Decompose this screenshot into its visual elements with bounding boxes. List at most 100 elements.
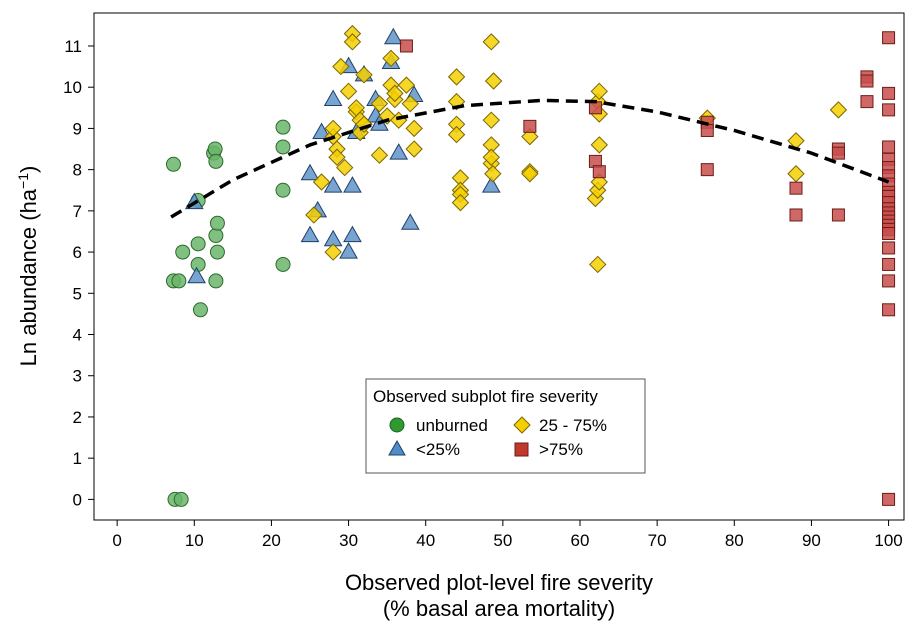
point-lt25 xyxy=(312,122,331,140)
point-25-75 xyxy=(382,49,400,68)
point-unburned xyxy=(207,141,223,157)
y-axis-title-main: Ln abundance (ha xyxy=(16,188,41,366)
y-axis-title-superscript: −1 xyxy=(15,173,31,189)
point-gt75 xyxy=(882,227,896,241)
point-gt75 xyxy=(700,123,714,137)
point-lt25 xyxy=(339,242,358,259)
point-gt75 xyxy=(882,492,896,506)
y-tick-label: 0 xyxy=(73,490,82,509)
point-25-75 xyxy=(355,66,373,84)
point-25-75 xyxy=(589,255,607,274)
point-25-75 xyxy=(482,148,500,166)
point-25-75 xyxy=(401,94,419,113)
point-lt25 xyxy=(323,176,343,193)
point-lt25 xyxy=(187,266,206,284)
point-25-75 xyxy=(451,193,470,212)
y-tick-label: 10 xyxy=(63,78,82,97)
point-25-75 xyxy=(829,101,848,119)
x-axis: 0 10 20 30 40 50 60 70 80 90 100 xyxy=(112,520,903,550)
point-gt75 xyxy=(882,86,896,100)
point-25-75 xyxy=(484,72,503,90)
y-axis-title-close: ) xyxy=(16,166,41,173)
point-gt75 xyxy=(789,181,803,195)
point-lt25 xyxy=(300,163,320,181)
point-gt75 xyxy=(592,165,606,179)
x-tick-label: 0 xyxy=(112,531,121,550)
point-unburned xyxy=(175,244,191,260)
point-unburned xyxy=(275,182,291,198)
x-axis-title-line1: Observed plot-level fire severity xyxy=(345,570,653,595)
point-25-75 xyxy=(370,94,389,113)
y-tick-label: 8 xyxy=(73,161,82,180)
point-25-75 xyxy=(397,76,416,94)
point-lt25 xyxy=(343,176,362,193)
point-unburned xyxy=(190,236,206,252)
y-tick-label: 2 xyxy=(73,408,82,427)
point-lt25 xyxy=(400,213,420,230)
legend-marker-25-75 xyxy=(513,416,531,434)
point-unburned xyxy=(208,228,224,244)
y-tick-label: 7 xyxy=(73,202,82,221)
point-25-75 xyxy=(521,165,539,183)
point-25-75 xyxy=(590,82,608,101)
point-25-75 xyxy=(590,136,608,154)
point-25-75 xyxy=(482,33,500,51)
legend-marker-lt25 xyxy=(388,439,406,456)
point-25-75 xyxy=(312,173,331,191)
point-gt75 xyxy=(831,208,845,222)
point-unburned xyxy=(275,256,291,272)
point-25-75 xyxy=(370,146,389,164)
legend-label-gt75: >75% xyxy=(539,440,583,459)
point-lt25 xyxy=(383,27,403,45)
point-lt25 xyxy=(323,89,343,107)
point-gt75 xyxy=(882,257,896,271)
point-unburned xyxy=(208,273,224,289)
point-gt75 xyxy=(882,241,896,255)
point-lt25 xyxy=(343,225,362,243)
point-25-75 xyxy=(484,165,502,183)
y-tick-label: 1 xyxy=(73,449,82,468)
point-25-75 xyxy=(405,140,423,158)
point-gt75 xyxy=(831,146,845,160)
x-tick-label: 60 xyxy=(571,531,590,550)
x-tick-label: 30 xyxy=(339,531,358,550)
point-unburned xyxy=(173,491,189,507)
legend-box xyxy=(365,378,646,474)
point-gt75 xyxy=(860,95,874,109)
y-tick-label: 5 xyxy=(73,284,82,303)
point-25-75 xyxy=(447,125,466,144)
point-unburned xyxy=(209,244,225,260)
y-axis: 0 1 2 3 4 5 6 7 8 9 10 11 xyxy=(63,37,94,509)
legend-marker-gt75 xyxy=(514,442,529,457)
point-gt75 xyxy=(882,103,896,117)
point-25-75 xyxy=(386,84,404,103)
point-25-75 xyxy=(343,33,362,51)
point-25-75 xyxy=(305,206,323,224)
y-tick-label: 9 xyxy=(73,119,82,138)
point-lt25 xyxy=(481,176,501,193)
legend-title: Observed subplot fire severity xyxy=(373,387,598,406)
point-gt75 xyxy=(588,101,602,115)
point-unburned xyxy=(171,273,187,289)
point-25-75 xyxy=(787,165,805,183)
point-unburned xyxy=(209,215,225,231)
point-25-75 xyxy=(328,148,346,166)
point-25-75 xyxy=(482,111,500,129)
legend-label-lt25: <25% xyxy=(416,440,460,459)
point-lt25 xyxy=(300,225,320,243)
legend-marker-unburned xyxy=(389,417,405,433)
x-tick-label: 100 xyxy=(874,531,902,550)
point-lt25 xyxy=(389,143,409,160)
y-tick-label: 4 xyxy=(73,326,82,345)
point-25-75 xyxy=(324,243,342,261)
y-axis-title: Ln abundance (ha−1) xyxy=(15,166,41,367)
x-tick-label: 80 xyxy=(725,531,744,550)
point-unburned xyxy=(192,302,208,318)
x-tick-label: 50 xyxy=(493,531,512,550)
point-gt75 xyxy=(399,39,413,53)
point-gt75 xyxy=(523,119,537,133)
point-25-75 xyxy=(332,57,350,76)
point-gt75 xyxy=(882,303,896,317)
point-25-75 xyxy=(447,68,466,86)
x-axis-title-line2: (% basal area mortality) xyxy=(383,596,615,621)
